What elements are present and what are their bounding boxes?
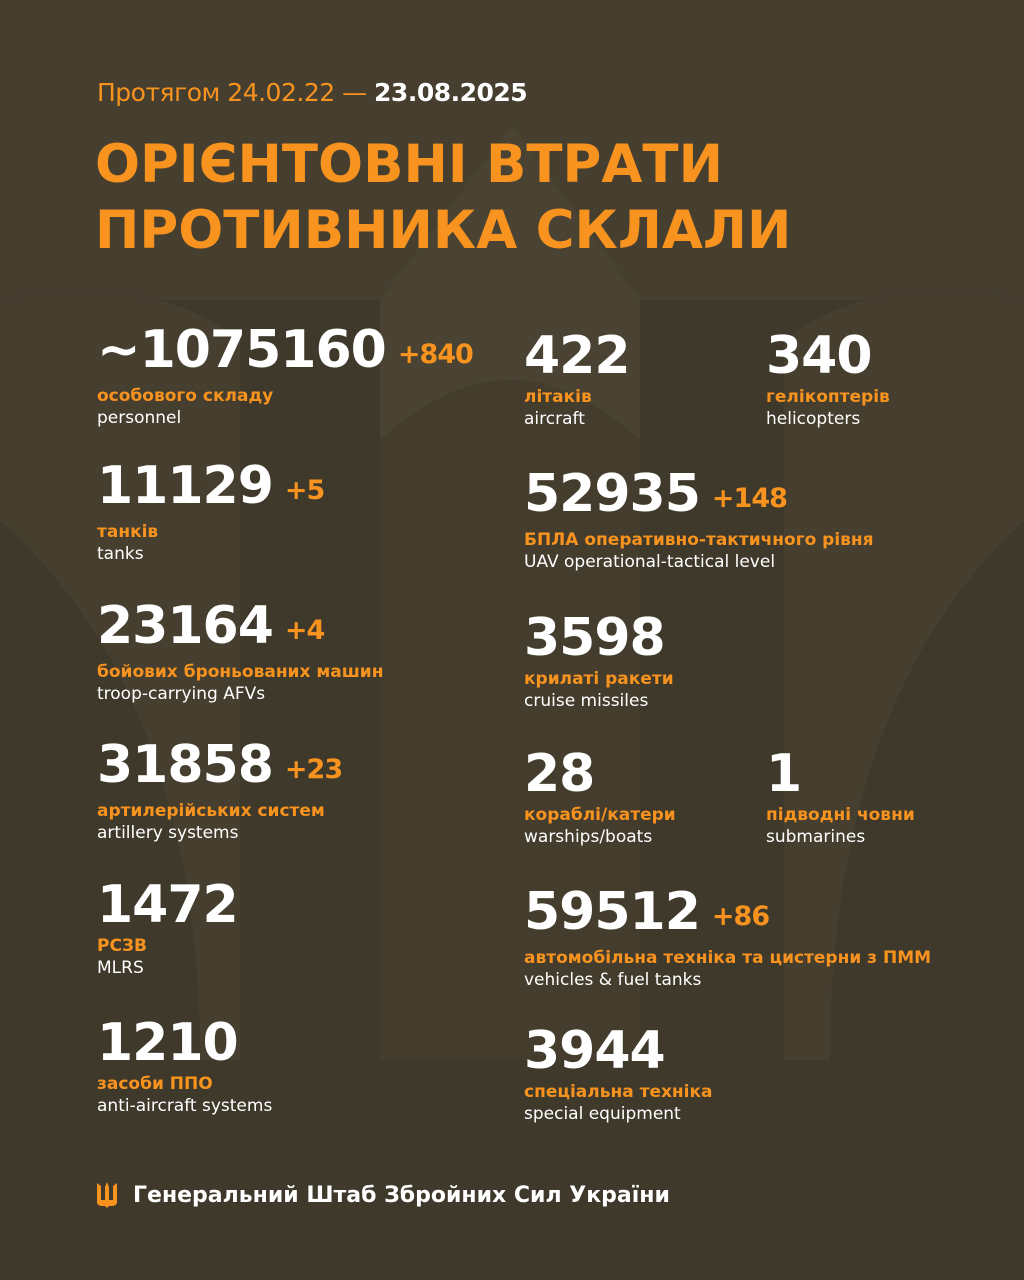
stat-label-uk: автомобільна техніка та цистерни з ПММ — [524, 948, 932, 968]
stat-label-uk: засоби ППО — [97, 1074, 213, 1094]
stat-value: 3598 — [524, 608, 666, 668]
stat-label-uk: БПЛА оперативно-тактичного рівня — [524, 530, 874, 550]
stat-label-en: helicopters — [766, 409, 861, 429]
stat-label-en: submarines — [766, 827, 866, 847]
stat-value: ~1075160 +840 — [97, 320, 474, 380]
period-end: 23.08.2025 — [374, 78, 528, 107]
period-start: Протягом 24.02.22 — — [97, 78, 367, 107]
stat-vehicles: 59512 +86 автомобільна техніка та цистерни… — [524, 884, 931, 991]
stat-label-en: tanks — [97, 544, 144, 564]
stat-mlrs: 1472 РСЗВ MLRS — [97, 875, 239, 979]
stat-submarines: 1 підводні човни submarines — [766, 746, 915, 848]
stat-delta: +148 — [711, 483, 788, 514]
stat-value: 23164 +4 — [97, 596, 325, 656]
stat-label-en: anti-aircraft systems — [97, 1096, 273, 1116]
footer: Генеральний Штаб Збройних Сил України — [97, 1182, 670, 1208]
stat-value: 31858 +23 — [97, 735, 343, 795]
stat-label-uk: танків — [97, 522, 159, 542]
stat-delta: +23 — [284, 754, 343, 785]
stat-label-uk: особового складу — [97, 386, 274, 406]
stat-label-uk: крилаті ракети — [524, 669, 674, 689]
stat-label-en: special equipment — [524, 1104, 681, 1124]
stat-anti-aircraft: 1210 засоби ППО anti-aircraft systems — [97, 1015, 272, 1117]
stat-value: 3944 — [524, 1021, 666, 1081]
stat-label-en: artillery systems — [97, 823, 239, 843]
stat-label-uk: РСЗВ — [97, 936, 147, 956]
stat-aircraft: 422 літаків aircraft — [524, 326, 631, 430]
stat-value: 11129 +5 — [97, 456, 325, 516]
stat-label-uk: підводні човни — [766, 805, 915, 825]
stat-label-en: vehicles & fuel tanks — [524, 970, 702, 990]
trident-icon — [97, 1182, 117, 1208]
stat-tanks: 11129 +5 танків tanks — [97, 456, 325, 565]
stat-cruise-missiles: 3598 крилаті ракети cruise missiles — [524, 610, 674, 712]
stat-value: 28 — [524, 744, 595, 804]
stat-label-en: UAV operational-tactical level — [524, 552, 776, 572]
stat-label-uk: кораблі/катери — [524, 805, 676, 825]
stat-afvs: 23164 +4 бойових броньованих машин troop-ca… — [97, 598, 383, 705]
period-range: Протягом 24.02.22 — 23.08.2025 — [97, 78, 528, 107]
title-line-1: ОРІЄНТОВНІ ВТРАТИ — [95, 134, 723, 195]
stat-label-uk: спеціальна техніка — [524, 1082, 713, 1102]
title-line-2: ПРОТИВНИКА СКЛАЛИ — [95, 200, 792, 261]
stat-delta: +840 — [397, 339, 474, 370]
stat-label-uk: літаків — [524, 387, 592, 407]
page-title: ОРІЄНТОВНІ ВТРАТИ ПРОТИВНИКА СКЛАЛИ — [95, 132, 791, 264]
stat-label-en: aircraft — [524, 409, 585, 429]
stat-value: 422 — [524, 326, 631, 386]
stat-artillery: 31858 +23 артилерійських систем artillery s… — [97, 735, 343, 844]
stat-value: 340 — [766, 326, 873, 386]
stat-value: 1 — [766, 744, 802, 804]
stat-label-en: cruise missiles — [524, 691, 649, 711]
stat-label-en: warships/boats — [524, 827, 653, 847]
stat-label-uk: бойових броньованих машин — [97, 662, 384, 682]
stat-helicopters: 340 гелікоптерів helicopters — [766, 328, 890, 430]
stat-label-uk: гелікоптерів — [766, 387, 890, 407]
stat-value: 59512 +86 — [524, 882, 770, 942]
stat-value: 1210 — [97, 1013, 239, 1073]
stat-value: 52935 +148 — [524, 464, 788, 524]
stat-delta: +4 — [284, 615, 325, 646]
stat-special-equipment: 3944 спеціальна техніка special equipment — [524, 1023, 713, 1125]
stat-label-en: troop-carrying AFVs — [97, 684, 266, 704]
stat-delta: +86 — [711, 901, 770, 932]
footer-org-name: Генеральний Штаб Збройних Сил України — [133, 1182, 670, 1208]
stat-warships: 28 кораблі/катери warships/boats — [524, 746, 676, 848]
stat-label-uk: артилерійських систем — [97, 801, 325, 821]
stat-delta: +5 — [284, 475, 325, 506]
stat-personnel: ~1075160 +840 особового складу personnel — [97, 320, 474, 429]
stat-uav: 52935 +148 БПЛА оперативно-тактичного рівн… — [524, 466, 874, 573]
stat-label-en: personnel — [97, 408, 182, 428]
stat-value: 1472 — [97, 875, 239, 935]
stat-label-en: MLRS — [97, 958, 144, 978]
